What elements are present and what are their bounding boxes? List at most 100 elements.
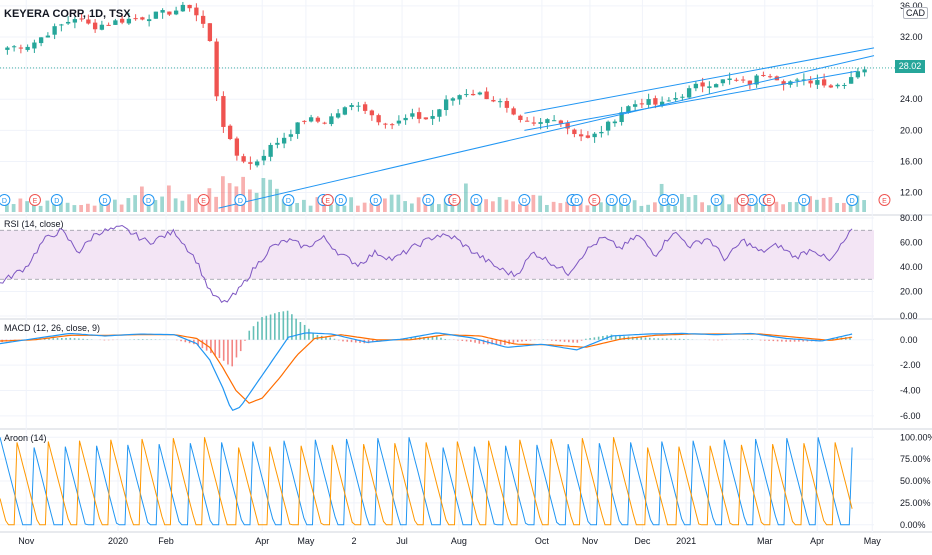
channel-trendline bbox=[524, 70, 857, 131]
dividend-marker-label: D bbox=[522, 198, 527, 205]
volume-bar bbox=[801, 201, 806, 212]
x-tick-label: Apr bbox=[255, 536, 269, 546]
volume-bar bbox=[65, 202, 70, 212]
candle-body bbox=[214, 41, 219, 97]
candle-body bbox=[180, 4, 186, 12]
dividend-marker-label: D bbox=[338, 198, 343, 205]
x-tick-label: Oct bbox=[535, 536, 550, 546]
price-pane: DDDDDDDDDDDDDDDDDDDDDDDDDDEEEEEEEE bbox=[0, 1, 895, 212]
rsi-y-tick: 80.00 bbox=[900, 213, 923, 223]
volume-bar bbox=[416, 197, 421, 212]
volume-bar bbox=[504, 199, 509, 212]
dividend-marker-label: D bbox=[662, 198, 667, 205]
earnings-marker bbox=[448, 194, 461, 206]
candle-body bbox=[389, 124, 395, 126]
price-y-tick: 36.00 bbox=[900, 1, 923, 11]
volume-bar bbox=[126, 198, 131, 212]
candle-body bbox=[356, 105, 361, 107]
candle-body bbox=[605, 121, 611, 131]
volume-bar bbox=[349, 197, 353, 212]
candle-body bbox=[126, 18, 132, 24]
volume-bar bbox=[396, 194, 401, 212]
volume-bar bbox=[842, 202, 846, 212]
rsi-title: RSI (14, close) bbox=[4, 219, 64, 229]
candle-body bbox=[194, 7, 199, 16]
currency-badge[interactable]: CAD bbox=[903, 7, 929, 19]
earnings-marker-label: E bbox=[592, 198, 597, 205]
volume-bar bbox=[592, 204, 596, 212]
axis-layer: Nov 2020 Feb Apr May 2 Jul Aug Oct Nov Dec 2021 Mar A… bbox=[18, 1, 932, 546]
volume-bar bbox=[227, 183, 232, 212]
volume-bar bbox=[815, 199, 819, 212]
symbol-title: KEYERA CORP, 1D, TSX bbox=[4, 8, 131, 20]
volume-bar bbox=[403, 201, 407, 212]
volume-bar bbox=[410, 203, 414, 212]
dividend-marker-label: D bbox=[54, 198, 59, 205]
candle-body bbox=[376, 115, 381, 123]
candle-body bbox=[322, 122, 327, 124]
candle-body bbox=[828, 85, 834, 88]
dividend-marker bbox=[470, 194, 483, 206]
volume-bar bbox=[140, 186, 144, 212]
volume-bar bbox=[106, 199, 110, 212]
rsi-y-tick: 0.00 bbox=[900, 311, 918, 321]
candle-body bbox=[524, 120, 530, 122]
candle-body bbox=[754, 75, 759, 85]
volume-bar bbox=[538, 195, 542, 212]
candle-body bbox=[362, 104, 368, 111]
candle-body bbox=[5, 47, 10, 50]
volume-bar bbox=[599, 202, 603, 212]
x-tick-label: Nov bbox=[18, 536, 35, 546]
earnings-marker bbox=[197, 194, 210, 206]
candle-body bbox=[740, 79, 746, 81]
candle-body bbox=[383, 123, 388, 125]
candle-body bbox=[713, 84, 719, 88]
candle-body bbox=[632, 104, 638, 107]
dividend-marker-label: D bbox=[802, 198, 807, 205]
price-y-tick: 16.00 bbox=[900, 156, 923, 166]
volume-bar bbox=[160, 196, 164, 212]
volume-bar bbox=[565, 201, 569, 212]
volume-bar bbox=[342, 205, 347, 212]
volume-bar bbox=[315, 197, 320, 212]
volume-bar bbox=[470, 198, 475, 212]
volume-bar bbox=[862, 200, 866, 212]
volume-bar bbox=[362, 202, 367, 212]
candle-body bbox=[491, 100, 496, 102]
candle-body bbox=[59, 24, 64, 26]
volume-bar bbox=[335, 203, 340, 212]
x-tick-label: Feb bbox=[158, 536, 174, 546]
macd-y-tick: -2.00 bbox=[900, 360, 921, 370]
candle-body bbox=[720, 79, 726, 84]
candle-body bbox=[518, 115, 523, 120]
candle-body bbox=[295, 122, 300, 134]
volume-bar bbox=[329, 204, 333, 212]
dividend-marker bbox=[50, 194, 63, 206]
candle-body bbox=[592, 133, 597, 138]
volume-bar bbox=[477, 201, 482, 212]
candle-body bbox=[646, 99, 651, 105]
earnings-marker-label: E bbox=[325, 198, 330, 205]
earnings-marker bbox=[878, 194, 891, 206]
volume-bar bbox=[153, 200, 158, 212]
candle-body bbox=[686, 88, 692, 98]
dividend-marker-label: D bbox=[574, 198, 579, 205]
earnings-marker-label: E bbox=[741, 198, 746, 205]
candle-body bbox=[248, 162, 253, 164]
dividend-marker bbox=[570, 194, 583, 206]
dividend-marker-label: D bbox=[102, 198, 107, 205]
aroon-up-line bbox=[0, 437, 853, 526]
aroon-y-tick: 50.00% bbox=[900, 476, 931, 486]
volume-bar bbox=[389, 194, 394, 212]
volume-bar bbox=[72, 205, 77, 212]
volume-bar bbox=[45, 200, 50, 212]
x-tick-label: Nov bbox=[582, 536, 599, 546]
aroon-title: Aroon (14) bbox=[4, 433, 47, 443]
candle-body bbox=[315, 117, 321, 122]
candle-body bbox=[450, 98, 456, 101]
dividend-marker bbox=[369, 194, 382, 206]
volume-bar bbox=[605, 199, 610, 212]
candle-body bbox=[565, 123, 570, 129]
volume-bar bbox=[173, 198, 178, 212]
